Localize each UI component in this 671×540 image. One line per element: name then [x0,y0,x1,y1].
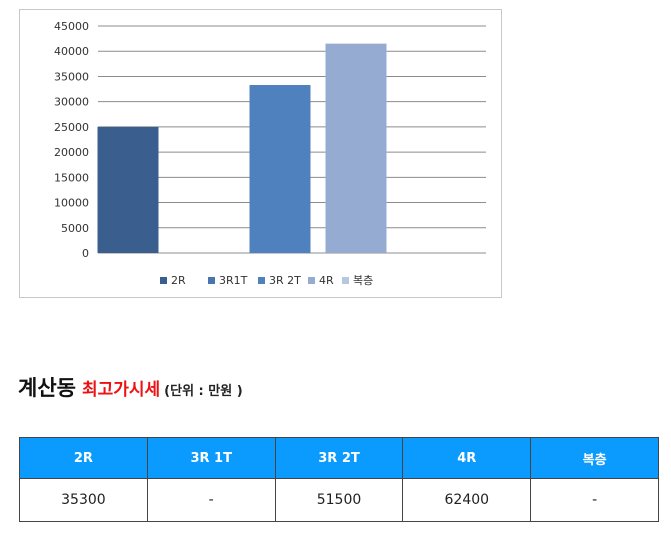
legend-label: 2R [171,274,186,287]
price-table: 2R 3R 1T 3R 2T 4R 복층 35300 - 51500 62400… [19,437,659,522]
legend-swatch [308,277,315,284]
legend-label: 3R1T [219,274,248,287]
y-tick-label: 40000 [54,45,89,58]
legend-label: 3R 2T [269,274,301,287]
section-title: 계산동 최고가시세 (단위 : 만원 ) [18,372,243,402]
chart-canvas: 0 5000 10000 15000 20000 25000 30000 35000 40000… [54,20,486,287]
table-row: 35300 - 51500 62400 - [19,478,659,522]
cell-2r: 35300 [19,478,148,522]
legend-label: 4R [319,274,334,287]
bar [97,126,159,253]
legend-swatch [342,277,349,284]
cell-4r: 62400 [402,478,532,522]
y-tick-label: 15000 [54,171,89,184]
y-tick-label: 35000 [54,70,89,83]
legend-swatch [208,277,215,284]
legend-swatch [258,277,265,284]
table-header-row: 2R 3R 1T 3R 2T 4R 복층 [19,437,659,479]
y-tick-label: 45000 [54,20,89,33]
header-duplex: 복층 [530,437,659,479]
bar [325,43,387,254]
header-3r2t: 3R 2T [274,437,404,479]
y-tick-label: 25000 [54,121,89,134]
y-tick-label: 10000 [54,197,89,210]
cell-duplex: - [530,478,659,522]
title-highlight: 최고가시세 [81,380,161,400]
y-tick-label: 0 [82,247,89,260]
cell-3r2t: 51500 [274,478,404,522]
price-chart: 0 5000 10000 15000 20000 25000 30000 35000 40000… [19,9,502,298]
y-tick-label: 5000 [61,222,89,235]
header-4r: 4R [402,437,532,479]
legend-swatch [160,277,167,284]
title-unit: (단위 : 만원 ) [164,384,243,399]
header-3r1t: 3R 1T [146,437,276,479]
cell-3r1t: - [146,478,276,522]
legend-label: 복층 [353,274,373,287]
y-tick-label: 20000 [54,146,89,159]
bar [249,85,311,254]
header-2r: 2R [19,437,148,479]
y-tick-label: 30000 [54,96,89,109]
title-location: 계산동 [18,376,76,400]
